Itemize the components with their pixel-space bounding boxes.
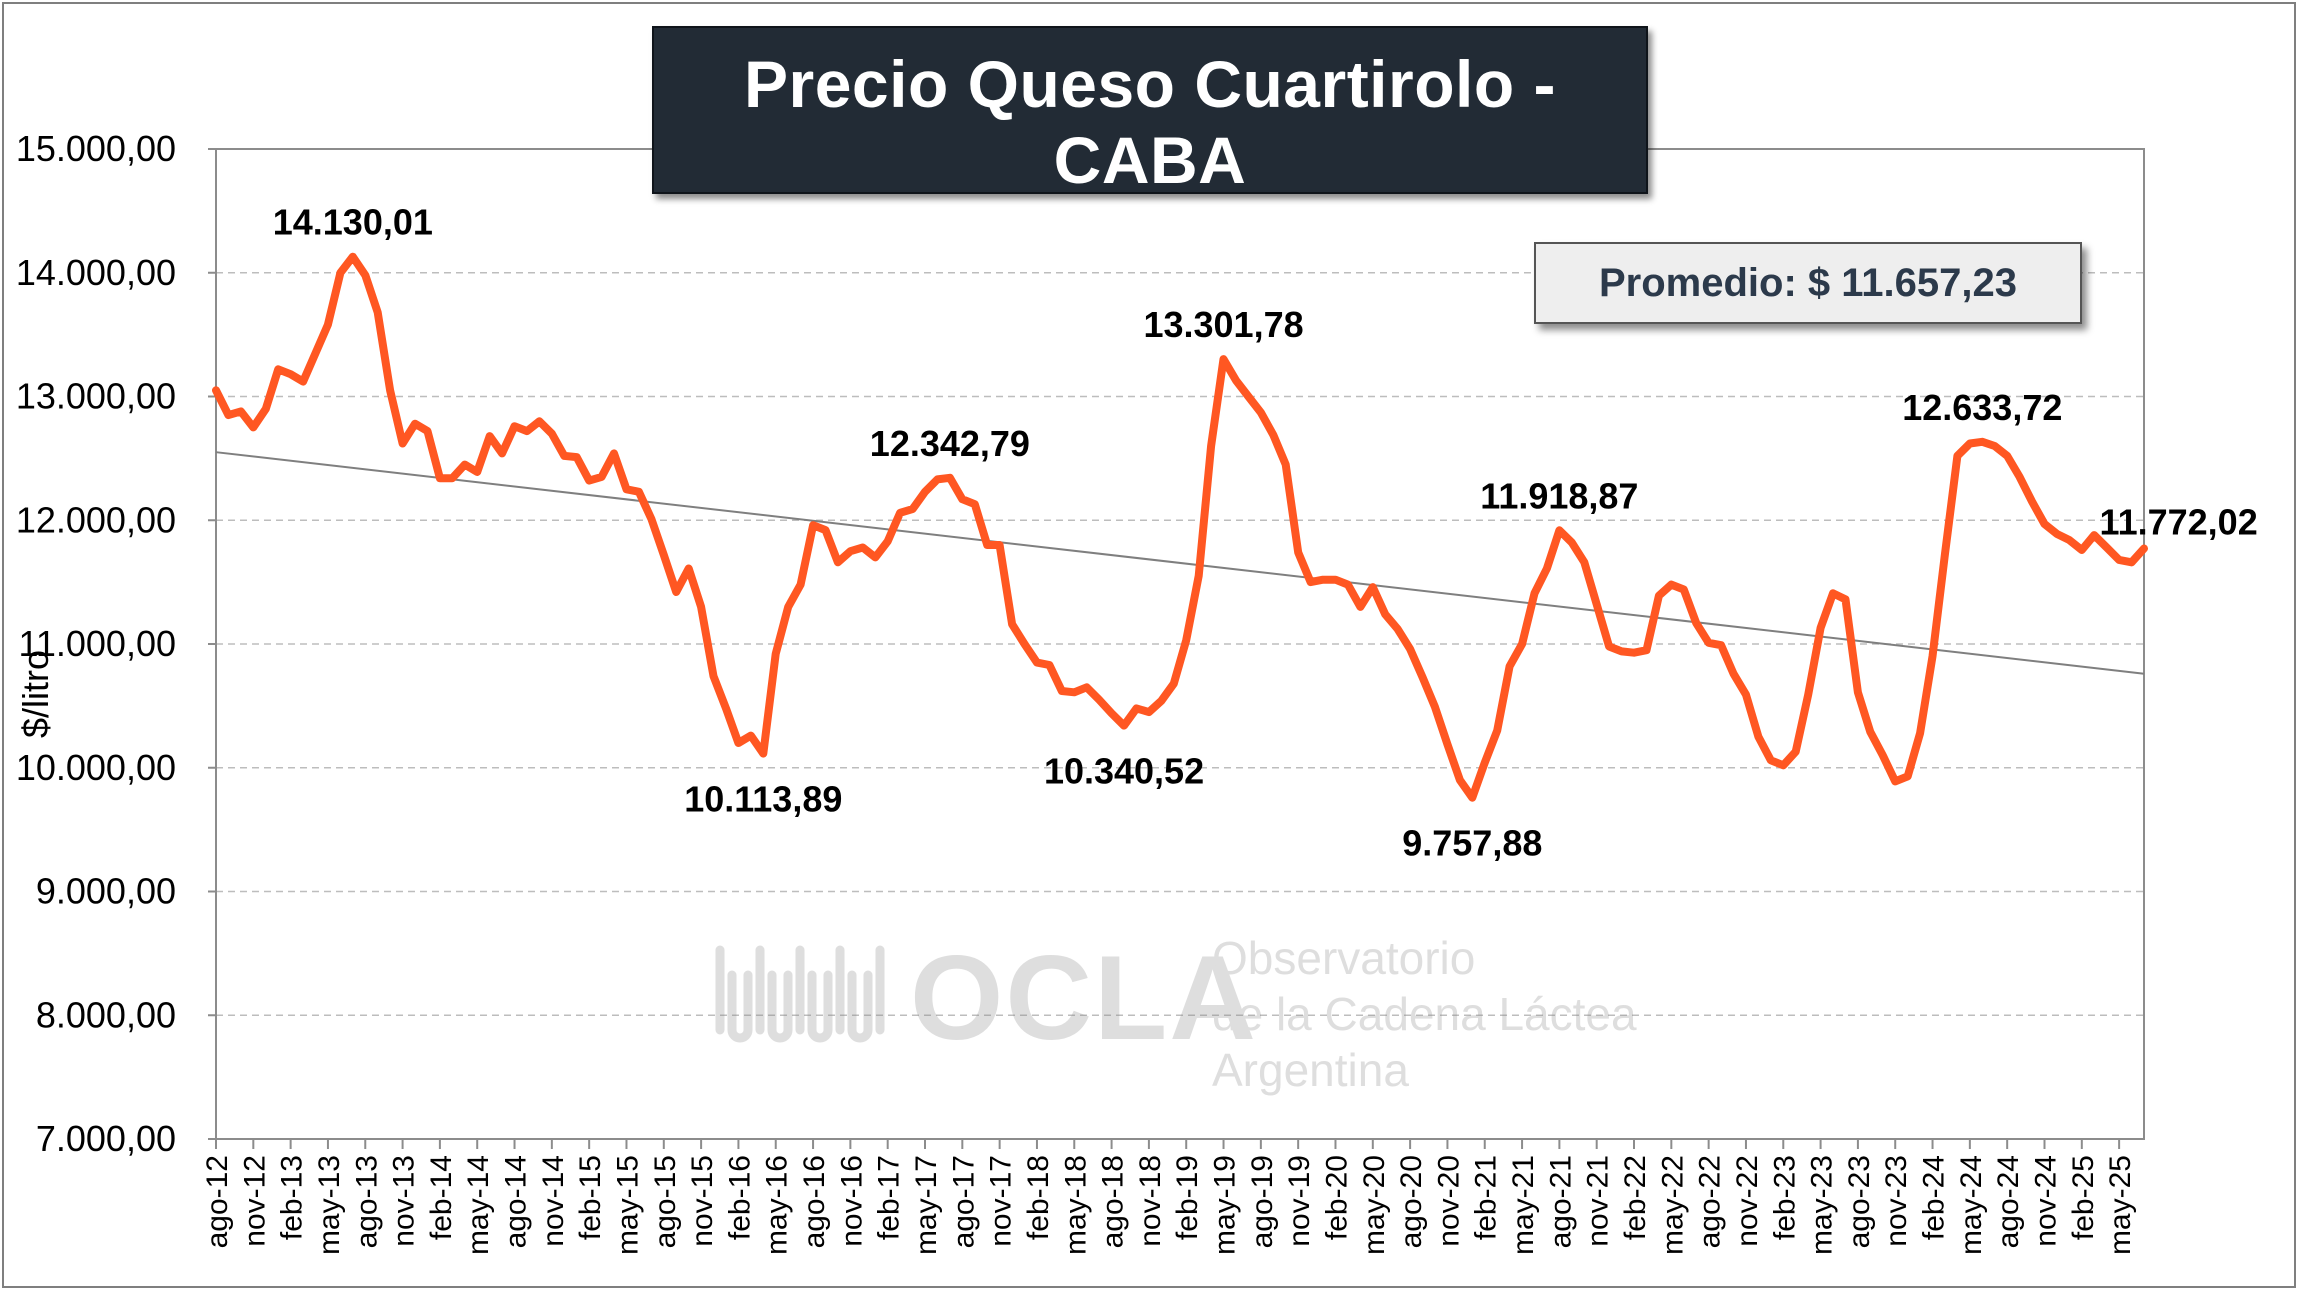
ocla-watermark: OCLA Observatorio de la Cadena Láctea Ar…: [710, 931, 1640, 1105]
x-tick-label: nov-21: [1582, 1155, 1615, 1247]
x-tick-label: may-13: [313, 1155, 346, 1255]
x-tick-label: nov-19: [1283, 1155, 1316, 1247]
data-label: 13.301,78: [1143, 304, 1303, 345]
x-tick-label: nov-23: [1880, 1155, 1913, 1247]
ocla-line-2: de la Cadena Láctea: [1212, 988, 1637, 1040]
x-tick-label: may-16: [761, 1155, 794, 1255]
data-label: 12.342,79: [870, 423, 1030, 464]
y-tick-label: 14.000,00: [16, 252, 176, 293]
x-tick-label: feb-19: [1171, 1155, 1204, 1240]
data-label: 11.918,87: [1480, 475, 1638, 516]
grid-layer: [216, 271, 2144, 1017]
x-tick-label: nov-12: [238, 1155, 271, 1247]
x-tick-label: nov-17: [985, 1155, 1018, 1247]
x-tick-label: feb-17: [873, 1155, 906, 1240]
x-tick-label: feb-21: [1470, 1155, 1503, 1240]
x-tick-label: ago-12: [201, 1155, 234, 1248]
x-tick-label: ago-13: [350, 1155, 383, 1248]
x-tick-label: ago-15: [649, 1155, 682, 1248]
data-label: 10.113,89: [684, 779, 842, 820]
chart-title: Precio Queso Cuartirolo - CABA: [744, 47, 1556, 197]
x-tick-label: feb-16: [723, 1155, 756, 1240]
ocla-line-1: Observatorio: [1212, 932, 1476, 984]
x-tick-label: nov-18: [1134, 1155, 1167, 1247]
ocla-brand-text: OCLA: [910, 931, 1258, 1065]
y-tick-label: 12.000,00: [16, 499, 176, 540]
average-label-box: Promedio: $ 11.657,23: [1534, 242, 2082, 324]
x-tick-label: nov-15: [686, 1155, 719, 1247]
x-tick-label: may-19: [1209, 1155, 1242, 1255]
ocla-wave-icon: [715, 945, 885, 1043]
data-label: 12.633,72: [1902, 387, 2062, 428]
y-tick-label: 9.000,00: [36, 871, 176, 912]
y-tick-label: 11.000,00: [19, 623, 176, 664]
x-tick-label: ago-21: [1544, 1155, 1577, 1248]
data-label: 11.772,02: [2100, 501, 2258, 542]
x-tick-label: feb-24: [1918, 1155, 1951, 1240]
x-tick-label: nov-14: [537, 1155, 570, 1247]
x-tick-label: may-23: [1806, 1155, 1839, 1255]
x-tick-label: nov-13: [388, 1155, 421, 1247]
x-tick-label: nov-16: [835, 1155, 868, 1247]
x-tick-label: feb-18: [1022, 1155, 1055, 1240]
x-tick-label: ago-18: [1097, 1155, 1130, 1248]
data-label: 9.757,88: [1402, 823, 1542, 864]
x-tick-label: may-17: [910, 1155, 943, 1255]
y-axis-label: $/litro: [15, 650, 56, 738]
chart-title-box: Precio Queso Cuartirolo - CABA - ajustad…: [652, 26, 1648, 255]
x-tick-label: ago-22: [1694, 1155, 1727, 1248]
x-tick-label: ago-16: [798, 1155, 831, 1248]
x-tick-label: may-18: [1059, 1155, 1092, 1255]
x-tick-label: ago-23: [1843, 1155, 1876, 1248]
average-label: Promedio: $ 11.657,23: [1598, 261, 2017, 305]
x-tick-label: may-22: [1656, 1155, 1689, 1255]
chart-subtitle: - ajustado por IPC -: [949, 206, 1351, 255]
series-line: [212, 252, 2148, 802]
y-tick-label: 13.000,00: [16, 376, 176, 417]
x-tick-label: nov-24: [2029, 1155, 2062, 1247]
x-tick-label: feb-20: [1320, 1155, 1353, 1240]
x-tick-label: ago-20: [1395, 1155, 1428, 1248]
x-tick-label: may-15: [611, 1155, 644, 1255]
x-tick-label: feb-13: [276, 1155, 309, 1240]
y-tick-label: 15.000,00: [16, 128, 176, 169]
ocla-line-3: Argentina: [1212, 1044, 1409, 1096]
y-tick-label: 7.000,00: [36, 1118, 176, 1159]
x-tick-label: may-14: [462, 1155, 495, 1255]
data-label: 14.130,01: [273, 202, 433, 243]
x-tick-label: feb-22: [1619, 1155, 1652, 1240]
x-tick-label: may-21: [1507, 1155, 1540, 1255]
axis-layer: 7.000,00 8.000,00 9.000,00 10.000,00 11.000,…: [15, 128, 2145, 1255]
x-tick-label: feb-14: [425, 1155, 458, 1240]
x-tick-label: may-24: [1955, 1155, 1988, 1255]
y-tick-label: 10.000,00: [16, 747, 176, 788]
x-tick-label: feb-15: [574, 1155, 607, 1240]
y-tick-label: 8.000,00: [36, 994, 176, 1035]
x-tick-label: ago-19: [1246, 1155, 1279, 1248]
x-tick-label: nov-22: [1731, 1155, 1764, 1247]
x-tick-label: ago-14: [500, 1155, 533, 1248]
x-tick-label: nov-20: [1432, 1155, 1465, 1247]
data-label: 10.340,52: [1044, 751, 1204, 792]
x-tick-label: feb-25: [2067, 1155, 2100, 1240]
x-tick-label: may-25: [2104, 1155, 2137, 1255]
x-tick-label: feb-23: [1768, 1155, 1801, 1240]
x-tick-label: ago-17: [947, 1155, 980, 1248]
x-tick-label: may-20: [1358, 1155, 1391, 1255]
label-layer: 14.130,01 10.113,89 12.342,79 10.340,52 13.3…: [273, 202, 2258, 864]
x-tick-label: ago-24: [1992, 1155, 2025, 1248]
series-layer: [212, 252, 2148, 802]
